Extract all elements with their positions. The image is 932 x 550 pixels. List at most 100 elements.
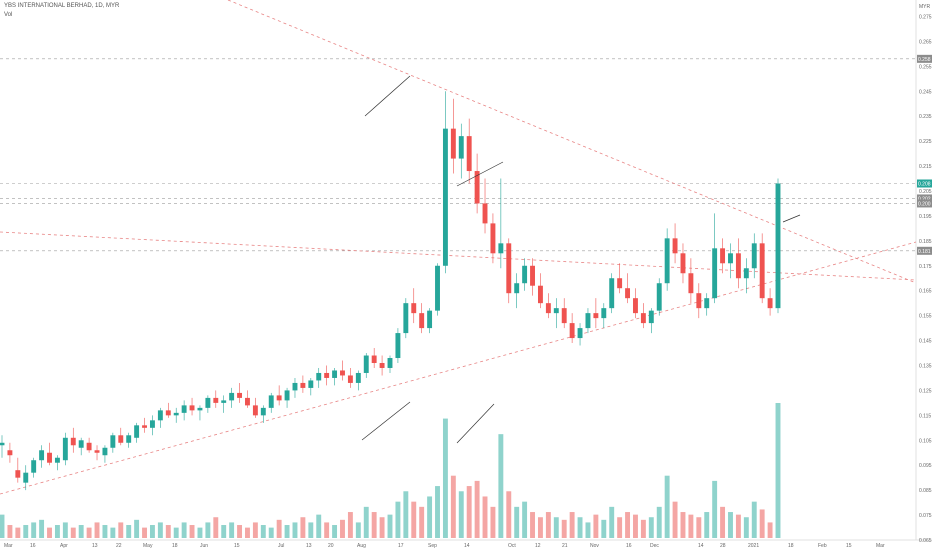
volume-label: Vol (4, 12, 13, 18)
volume-bar (62, 522, 68, 538)
candle-body (387, 358, 393, 368)
volume-bar (0, 514, 5, 538)
price-tag-label: 0.208 (918, 181, 931, 187)
volume-bar (712, 480, 718, 538)
candle-body (474, 171, 480, 204)
candle-body (189, 405, 195, 411)
candle-body (340, 370, 345, 376)
candle-body (371, 355, 377, 363)
candle-body (712, 248, 718, 299)
volume-bar (474, 480, 480, 538)
candle-body (743, 268, 749, 279)
candle-body (47, 452, 52, 463)
x-tick-label: Jul (278, 543, 284, 549)
candle-body (553, 308, 559, 314)
volume-bar (688, 514, 694, 538)
annotation-arrow (456, 403, 495, 444)
volume-bar (94, 522, 100, 538)
volume-bar (482, 496, 488, 538)
x-tick-label: Feb (818, 543, 827, 549)
candle-body (173, 412, 179, 416)
volume-bar (585, 522, 591, 538)
candle-body (260, 407, 266, 416)
volume-bar (466, 486, 472, 538)
candle-body (585, 313, 591, 329)
x-tick-label: 21 (562, 543, 568, 549)
volume-bar (419, 506, 425, 538)
volume-bar (593, 514, 599, 538)
candle-body (197, 407, 203, 411)
candle-body (545, 303, 551, 314)
y-tick-label: 0.205 (919, 189, 932, 195)
volume-bar (371, 512, 377, 538)
x-tick-label: Aug (357, 543, 366, 549)
volume-bar (221, 525, 227, 538)
volume-bar (735, 514, 741, 538)
volume-bar (728, 512, 733, 538)
volume-bar (23, 525, 29, 538)
volume-bar (47, 527, 52, 538)
volume-bar (442, 418, 448, 538)
candle-body (134, 425, 140, 438)
volume-bar (300, 517, 306, 538)
volume-bar (601, 519, 607, 538)
price-tag-box (917, 246, 932, 255)
x-tick-label: 22 (116, 543, 122, 549)
x-tick-label: 16 (30, 543, 36, 549)
volume-bar (181, 522, 187, 538)
y-tick-label: 0.075 (919, 513, 932, 519)
volume-bar (340, 519, 345, 538)
candle-body (648, 310, 654, 324)
volume-bar (743, 517, 749, 538)
x-tick-label: 15 (846, 543, 852, 549)
candle-body (31, 460, 37, 473)
y-tick-label: 0.225 (919, 139, 932, 145)
y-tick-label: 0.125 (919, 388, 932, 394)
volume-bar (490, 506, 496, 538)
y-tick-label: 0.145 (919, 339, 932, 345)
annotation-arrow (456, 161, 504, 187)
volume-bar (545, 512, 551, 538)
candle-body (482, 203, 488, 224)
price-tag-box (917, 179, 932, 188)
y-tick-label: 0.105 (919, 438, 932, 444)
volume-bar (149, 525, 155, 538)
volume-bar (704, 512, 710, 538)
candle-body (435, 265, 440, 311)
volume-bar (411, 501, 417, 538)
candle-body (680, 253, 686, 274)
volume-bar (617, 517, 623, 538)
x-tick-label: Nov (590, 543, 599, 549)
candle-body (7, 450, 13, 456)
candle-body (672, 238, 678, 254)
candle-body (537, 285, 543, 304)
candle-body (165, 410, 171, 416)
volume-bar (316, 514, 322, 538)
volume-bar (237, 525, 243, 538)
volume-bar (395, 501, 401, 538)
annotation-arrow (364, 75, 411, 117)
candle-body (427, 310, 433, 329)
candle-body (759, 243, 765, 299)
x-tick-label: 17 (398, 543, 404, 549)
volume-bar (569, 512, 575, 538)
volume-bar (213, 517, 219, 538)
volume-bar (86, 527, 92, 538)
candle-body (0, 442, 5, 446)
volume-bar (759, 509, 765, 538)
x-tick-label: 14 (464, 543, 470, 549)
volume-bar (514, 506, 520, 538)
volume-bar (118, 522, 124, 538)
candle-body (450, 128, 456, 159)
candle-body (252, 405, 258, 416)
candle-body (640, 313, 646, 324)
candle-body (561, 308, 567, 324)
price-tag-label: 0.200 (918, 201, 931, 207)
y-tick-label: 0.275 (919, 14, 932, 20)
y-tick-label: 0.255 (919, 64, 932, 70)
candle-body (506, 243, 512, 294)
candle-body (221, 400, 227, 403)
volume-bar (553, 517, 559, 538)
